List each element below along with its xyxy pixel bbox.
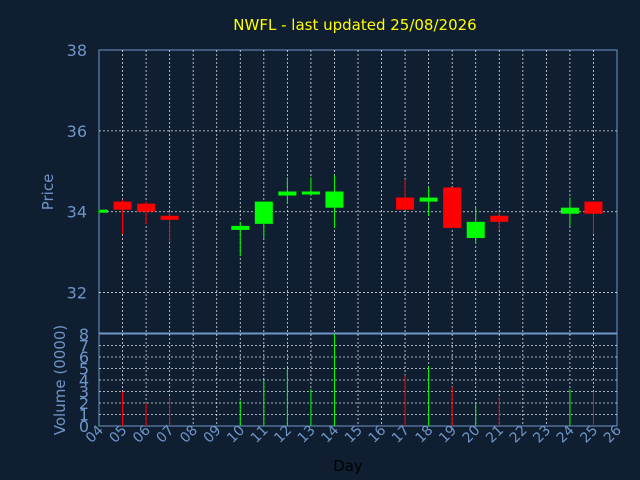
candle-body (137, 203, 156, 212)
candle-body (160, 215, 179, 220)
candle-body (584, 201, 603, 214)
price-panel: 32 34 36 38 Price (39, 41, 618, 334)
x-ticks: 04 05 06 07 08 09 10 11 12 13 14 15 16 17 18 19 20 21 22 23… (83, 422, 625, 446)
candle-body (466, 221, 485, 238)
volume-tick-label: 5 (79, 360, 89, 379)
candle-body (419, 197, 438, 202)
candles (98, 175, 603, 257)
candle-body (278, 191, 297, 196)
price-axis-label: Price (39, 174, 57, 211)
candle-body (443, 187, 462, 228)
price-tick-label: 34 (67, 203, 87, 222)
candle-body (490, 215, 509, 222)
volume-grid (99, 334, 617, 426)
volume-bars (98, 334, 594, 426)
candle-body (560, 207, 579, 214)
volume-tick-label: 2 (79, 394, 89, 413)
price-tick-label: 36 (67, 122, 87, 141)
volume-tick-label: 1 (79, 406, 89, 425)
volume-axis-label: Volume (0000) (51, 325, 69, 435)
volume-tick-label: 0 (79, 417, 89, 436)
candle-body (396, 197, 415, 210)
price-y-ticks: 32 34 36 38 (67, 41, 87, 303)
volume-tick-label: 4 (79, 371, 89, 390)
volume-tick-label: 3 (79, 383, 89, 402)
volume-tick-label: 7 (79, 337, 89, 356)
price-tick-label: 32 (67, 284, 87, 303)
candle-body (301, 191, 320, 195)
price-tick-label: 38 (67, 41, 87, 60)
volume-tick-label: 6 (79, 348, 89, 367)
volume-tick-label: 8 (79, 325, 89, 344)
candle-body (113, 201, 132, 210)
x-axis-label: Day (333, 457, 363, 475)
candle-body (100, 209, 108, 213)
price-grid (99, 50, 617, 333)
candle-body (254, 201, 273, 224)
chart-title: NWFL - last updated 25/08/2026 (233, 16, 476, 34)
candle-body (231, 225, 250, 230)
candle-body (325, 191, 344, 208)
